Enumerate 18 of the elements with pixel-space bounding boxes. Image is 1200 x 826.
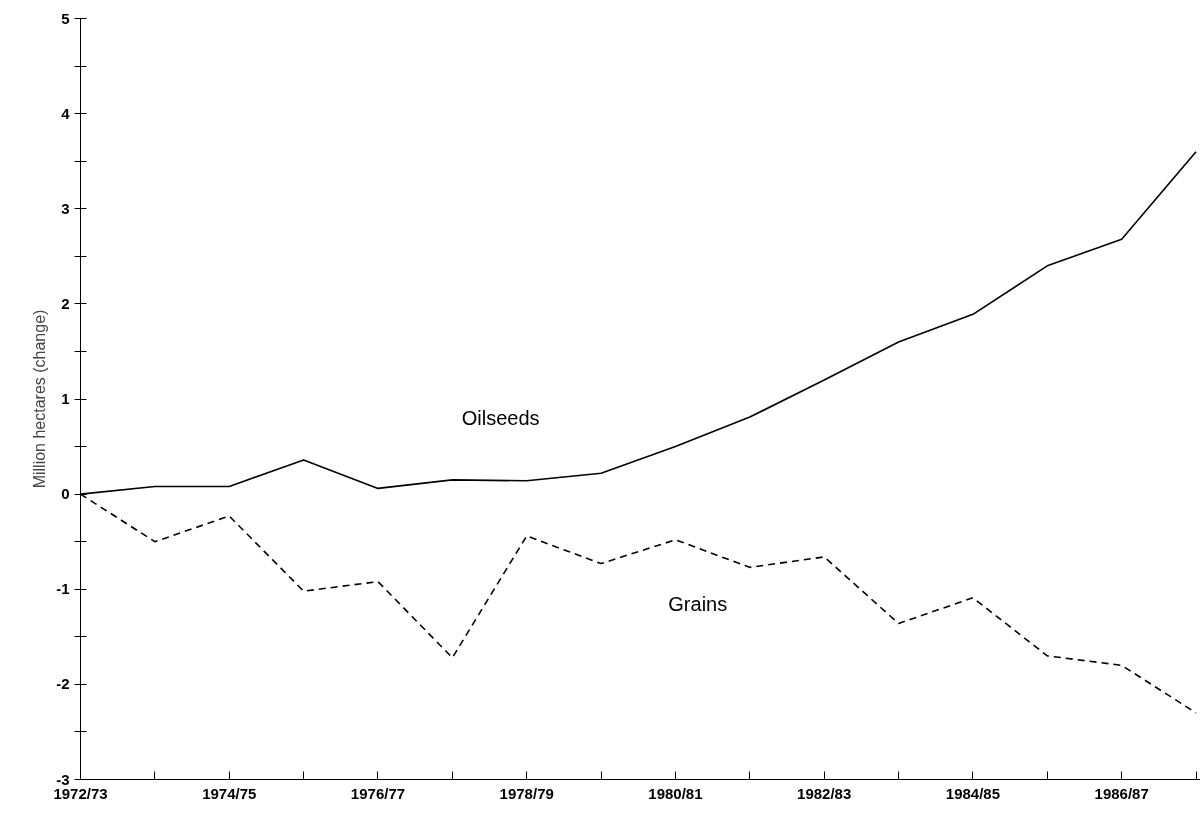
- x-tick-label: 1986/87: [1094, 784, 1149, 802]
- x-tick-label: 1982/83: [797, 784, 852, 802]
- series-label: Grains: [668, 592, 728, 615]
- x-tick-label: 1974/75: [202, 784, 257, 802]
- x-tick-label: 1976/77: [350, 784, 406, 802]
- x-tick-label: 1980/81: [648, 784, 703, 802]
- y-axis-title: Million hectares (change): [31, 309, 49, 489]
- x-tick-label: 1978/79: [499, 784, 554, 802]
- y-tick-label: -2: [56, 675, 70, 693]
- y-tick-label: -1: [56, 580, 70, 598]
- y-tick-label: 3: [61, 199, 70, 217]
- x-tick-label: 1984/85: [945, 784, 1001, 802]
- y-tick-label: 5: [61, 9, 70, 27]
- y-tick-label: 4: [61, 104, 71, 122]
- text: Oilseeds: [461, 407, 540, 430]
- y-tick-label: 2: [61, 294, 70, 312]
- y-tick-label: 1: [61, 390, 70, 407]
- y-tick-label: 0: [61, 485, 70, 503]
